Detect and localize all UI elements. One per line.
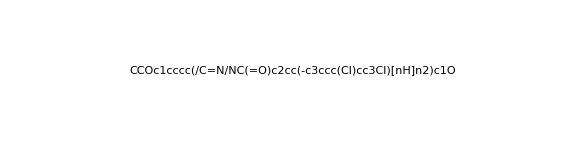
Text: CCOc1cccc(/C=N/NC(=O)c2cc(-c3ccc(Cl)cc3Cl)[nH]n2)c1O: CCOc1cccc(/C=N/NC(=O)c2cc(-c3ccc(Cl)cc3C… [130, 66, 456, 75]
